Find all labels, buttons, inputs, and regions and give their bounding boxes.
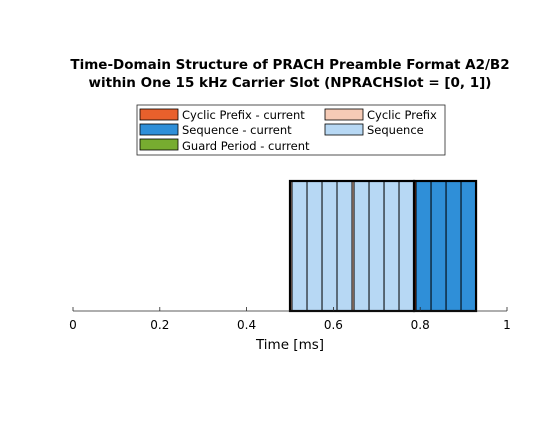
legend-label-sequence-current: Sequence - current: [182, 123, 292, 137]
x-tick-label: 0.6: [324, 318, 343, 332]
bar-segment-sequence-1: [291, 180, 308, 312]
bar-segment-sequence-6: [368, 180, 385, 312]
legend-label-cyclic-prefix-current: Cyclic Prefix - current: [182, 108, 305, 122]
bar-segment-sequence-4: [336, 180, 353, 312]
x-axis-label: Time [ms]: [255, 337, 324, 353]
legend-swatch-cyclic-prefix-current: [139, 108, 179, 121]
bar-segment-sequence-5: [353, 180, 370, 312]
bar-segment-sequence-2: [306, 180, 323, 312]
legend-swatch-cyclic-prefix: [324, 108, 364, 121]
legend-swatch-guard-period-current: [139, 138, 179, 151]
chart-title-line-2: within One 15 kHz Carrier Slot (NPRACHSl…: [89, 75, 492, 91]
legend-label-cyclic-prefix: Cyclic Prefix: [367, 108, 437, 122]
x-axis-ticks: 0 0.2 0.4 0.6 0.8 1: [69, 307, 511, 332]
chart-title-line-1: Time-Domain Structure of PRACH Preamble …: [70, 57, 509, 73]
x-tick-label: 0.4: [237, 318, 256, 332]
bar-segment-sequence-7: [383, 180, 400, 312]
legend-swatch-sequence-current: [139, 123, 179, 136]
timeline-bars: [289, 180, 477, 312]
legend-box: [136, 104, 446, 156]
legend: Cyclic Prefix - current Cyclic Prefix Se…: [136, 104, 446, 156]
x-tick-label: 0.2: [150, 318, 169, 332]
bar-segment-sequence-current-2: [430, 180, 447, 312]
bar-segment-sequence-3: [321, 180, 338, 312]
legend-swatch-sequence: [324, 123, 364, 136]
bar-segment-sequence-current-3: [445, 180, 462, 312]
bar-segment-sequence-8: [398, 180, 415, 312]
legend-label-guard-period-current: Guard Period - current: [182, 139, 310, 153]
bar-segment-sequence-current-1: [415, 180, 432, 312]
legend-label-sequence: Sequence: [367, 123, 424, 137]
bar-segment-sequence-current-4: [460, 180, 477, 312]
x-tick-label: 0: [69, 318, 77, 332]
x-tick-label: 1: [503, 318, 511, 332]
x-tick-label: 0.8: [411, 318, 430, 332]
